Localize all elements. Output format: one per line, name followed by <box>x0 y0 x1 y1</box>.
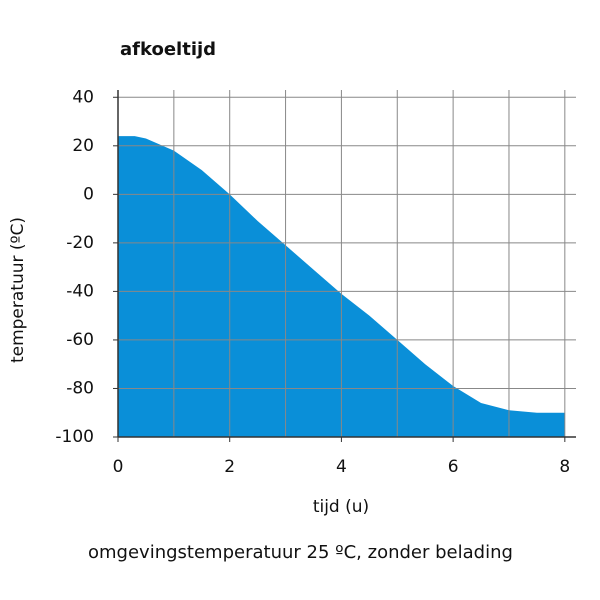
y-tick-label: -80 <box>66 378 94 398</box>
y-tick-label: -20 <box>66 233 94 253</box>
y-tick-label: -40 <box>66 281 94 301</box>
y-axis-label: temperatuur (ºC) <box>8 217 28 363</box>
y-tick-label: -60 <box>66 330 94 350</box>
subtitle: omgevingstemperatuur 25 ºC, zonder belad… <box>88 542 513 563</box>
chart-title: afkoeltijd <box>120 39 216 60</box>
y-tick-label: -100 <box>55 427 94 447</box>
y-tick-label: 40 <box>72 87 94 107</box>
x-tick-label: 2 <box>224 457 235 477</box>
y-tick-label: 0 <box>83 184 94 204</box>
x-tick-label: 0 <box>113 457 124 477</box>
x-tick-label: 6 <box>448 457 459 477</box>
y-tick-label: 20 <box>72 136 94 156</box>
x-tick-label: 8 <box>559 457 570 477</box>
x-axis-label: tijd (u) <box>313 497 369 517</box>
x-tick-label: 4 <box>336 457 347 477</box>
